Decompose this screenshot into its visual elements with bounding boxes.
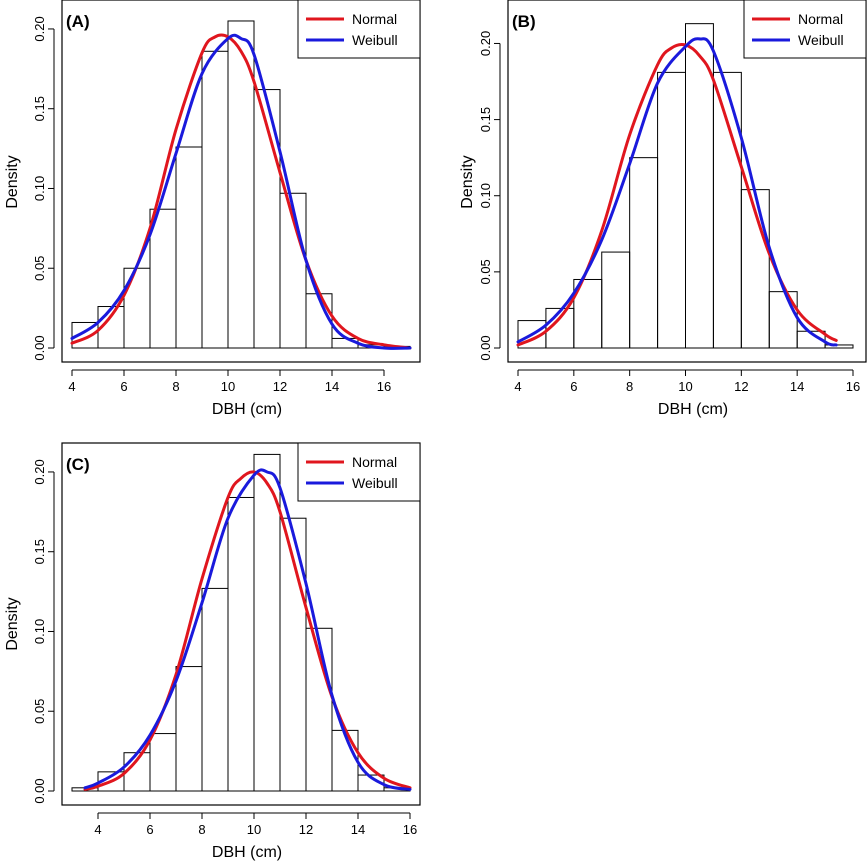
x-tick-label: 12 — [273, 379, 287, 394]
panel-label: (B) — [512, 12, 536, 31]
x-tick-label: 4 — [94, 822, 101, 837]
y-tick-label: 0.20 — [478, 31, 493, 56]
legend: Normal Weibull — [743, 0, 867, 59]
x-tick-label: 8 — [626, 379, 633, 394]
histogram-bar — [629, 157, 659, 349]
histogram-bar — [279, 192, 307, 349]
x-tick-label: 14 — [790, 379, 804, 394]
plot-frame — [61, 0, 421, 363]
x-tick-label: 16 — [377, 379, 391, 394]
y-tick-label: 0.15 — [478, 107, 493, 132]
y-tick-label: 0.20 — [32, 459, 47, 484]
x-tick-label: 16 — [403, 822, 417, 837]
histogram-bar — [175, 146, 203, 349]
y-tick-label: 0.15 — [32, 96, 47, 121]
histogram-bar — [123, 267, 151, 349]
histogram-bar — [227, 496, 255, 792]
histogram-bar — [796, 330, 826, 349]
histogram-bar — [768, 291, 798, 349]
x-axis-title: DBH (cm) — [658, 401, 728, 418]
legend-label-normal: Normal — [352, 11, 397, 27]
histogram-bar — [201, 587, 229, 792]
x-tick-label: 14 — [325, 379, 339, 394]
density-curve-weibull — [516, 37, 838, 347]
y-axis-title: Density — [4, 155, 21, 208]
y-tick-label: 0.05 — [32, 699, 47, 724]
x-tick-label: 6 — [146, 822, 153, 837]
density-curve-normal — [83, 470, 412, 791]
y-tick-label: 0.05 — [478, 259, 493, 284]
chart-panel-3: 4 6 8 10 12 14 16 DBH (cm) 0.00 0.05 0.10 0.15 0.20 D… — [4, 442, 421, 861]
legend-box — [297, 0, 421, 59]
x-tick-label: 10 — [221, 379, 235, 394]
x-tick-label: 4 — [68, 379, 75, 394]
y-tick-label: 0.10 — [32, 176, 47, 201]
x-tick-label: 16 — [846, 379, 860, 394]
y-tick-label: 0.00 — [32, 335, 47, 360]
legend-label-weibull: Weibull — [798, 32, 844, 48]
x-tick-label: 10 — [678, 379, 692, 394]
histogram-bar — [657, 71, 686, 349]
histogram-bar — [175, 666, 203, 792]
density-curve-normal — [70, 33, 412, 350]
y-tick-label: 0.10 — [478, 183, 493, 208]
x-tick-label: 10 — [247, 822, 261, 837]
histogram-bar — [331, 337, 359, 349]
x-tick-label: 6 — [120, 379, 127, 394]
legend: Normal Weibull — [297, 442, 421, 502]
histogram-bar — [824, 344, 854, 349]
y-axis-title: Density — [4, 597, 21, 650]
histogram-bar — [305, 627, 333, 792]
legend-label-weibull: Weibull — [352, 475, 398, 491]
x-tick-label: 14 — [351, 822, 365, 837]
legend-label-normal: Normal — [798, 11, 843, 27]
legend-box — [297, 442, 421, 502]
chart-panel-2: 4 6 8 10 12 14 16 DBH (cm) 0.00 0.05 0.10 0.15 0.20 D… — [459, 0, 867, 418]
y-tick-label: 0.15 — [32, 539, 47, 564]
y-tick-label: 0.00 — [478, 335, 493, 360]
x-axis-title: DBH (cm) — [212, 401, 282, 418]
histogram-bar — [253, 453, 281, 792]
chart-panel-1: 4 6 8 10 12 14 16 DBH (cm) 0.00 0.05 0.10 0.15 0.20 D… — [4, 0, 421, 418]
panel-label: (A) — [66, 12, 90, 31]
x-tick-label: 4 — [514, 379, 521, 394]
y-tick-label: 0.00 — [32, 778, 47, 803]
x-tick-label: 8 — [198, 822, 205, 837]
legend-box — [743, 0, 867, 59]
histogram-bar — [601, 251, 631, 349]
y-tick-label: 0.20 — [32, 16, 47, 41]
legend-label-weibull: Weibull — [352, 32, 398, 48]
plot-frame — [507, 0, 867, 363]
histogram-bar — [149, 733, 177, 792]
x-axis-title: DBH (cm) — [212, 844, 282, 861]
legend-label-normal: Normal — [352, 454, 397, 470]
y-axis-title: Density — [459, 155, 476, 208]
y-tick-label: 0.10 — [32, 619, 47, 644]
histogram-bar — [305, 293, 333, 349]
histogram-bar — [712, 71, 742, 349]
density-curve-weibull — [83, 468, 412, 791]
x-tick-label: 8 — [172, 379, 179, 394]
panel-label: (C) — [66, 455, 90, 474]
x-tick-label: 6 — [570, 379, 577, 394]
legend: Normal Weibull — [297, 0, 421, 59]
plot-frame — [61, 442, 421, 806]
y-tick-label: 0.05 — [32, 256, 47, 281]
histogram-bar — [331, 729, 359, 792]
histogram-bar — [149, 208, 177, 349]
density-curve-weibull — [70, 33, 412, 350]
x-tick-label: 12 — [299, 822, 313, 837]
histogram-bar — [201, 50, 229, 349]
x-tick-label: 12 — [734, 379, 748, 394]
